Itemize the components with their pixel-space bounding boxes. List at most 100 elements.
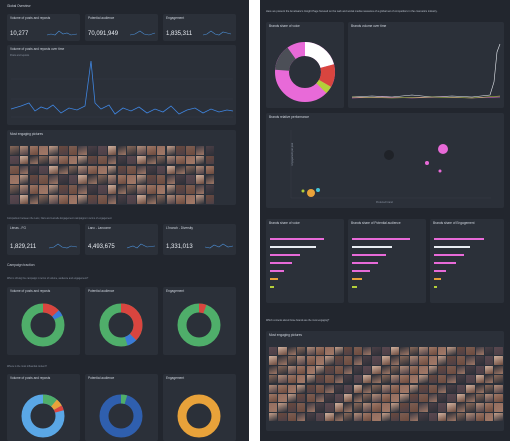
picture-thumbnail[interactable] <box>419 393 428 403</box>
picture-thumbnail[interactable] <box>438 403 447 412</box>
picture-thumbnail[interactable] <box>484 403 494 412</box>
picture-thumbnail[interactable] <box>381 384 390 393</box>
picture-thumbnail[interactable] <box>494 403 503 412</box>
picture-thumbnail[interactable] <box>137 155 146 165</box>
picture-thumbnail[interactable] <box>456 412 466 422</box>
picture-thumbnail[interactable] <box>58 175 68 184</box>
picture-thumbnail[interactable] <box>127 175 136 184</box>
picture-thumbnail[interactable] <box>278 347 287 356</box>
picture-thumbnail[interactable] <box>353 356 362 365</box>
picture-thumbnail[interactable] <box>494 347 503 356</box>
picture-thumbnail[interactable] <box>98 185 107 194</box>
picture-thumbnail[interactable] <box>353 393 362 403</box>
picture-thumbnail[interactable] <box>344 393 353 403</box>
picture-thumbnail[interactable] <box>428 356 437 365</box>
picture-thumbnail[interactable] <box>334 403 344 412</box>
picture-thumbnail[interactable] <box>494 375 503 384</box>
picture-thumbnail[interactable] <box>176 194 185 204</box>
picture-thumbnail[interactable] <box>68 146 78 155</box>
picture-thumbnail[interactable] <box>98 146 107 155</box>
picture-thumbnail[interactable] <box>297 393 306 403</box>
picture-thumbnail[interactable] <box>334 347 344 356</box>
picture-thumbnail[interactable] <box>186 165 195 175</box>
picture-thumbnail[interactable] <box>400 384 409 393</box>
picture-thumbnail[interactable] <box>68 175 78 184</box>
picture-thumbnail[interactable] <box>325 412 334 422</box>
picture-thumbnail[interactable] <box>166 194 176 204</box>
picture-thumbnail[interactable] <box>315 393 325 403</box>
picture-thumbnail[interactable] <box>315 347 325 356</box>
picture-thumbnail[interactable] <box>391 375 400 384</box>
picture-thumbnail[interactable] <box>438 375 447 384</box>
picture-thumbnail[interactable] <box>325 393 334 403</box>
picture-thumbnail[interactable] <box>287 375 297 384</box>
picture-thumbnail[interactable] <box>391 412 400 422</box>
picture-thumbnail[interactable] <box>186 155 195 165</box>
picture-thumbnail[interactable] <box>58 165 68 175</box>
picture-thumbnail[interactable] <box>19 175 29 184</box>
picture-thumbnail[interactable] <box>166 175 176 184</box>
picture-thumbnail[interactable] <box>456 356 466 365</box>
picture-thumbnail[interactable] <box>287 412 297 422</box>
picture-thumbnail[interactable] <box>391 365 400 375</box>
picture-thumbnail[interactable] <box>287 393 297 403</box>
picture-thumbnail[interactable] <box>137 146 146 155</box>
picture-thumbnail[interactable] <box>117 194 127 204</box>
picture-thumbnail[interactable] <box>146 194 156 204</box>
picture-thumbnail[interactable] <box>297 347 306 356</box>
picture-thumbnail[interactable] <box>409 347 419 356</box>
picture-thumbnail[interactable] <box>438 347 447 356</box>
picture-thumbnail[interactable] <box>362 365 372 375</box>
picture-thumbnail[interactable] <box>278 356 287 365</box>
picture-thumbnail[interactable] <box>362 393 372 403</box>
picture-thumbnail[interactable] <box>456 347 466 356</box>
picture-thumbnail[interactable] <box>78 146 88 155</box>
picture-thumbnail[interactable] <box>156 155 166 165</box>
picture-thumbnail[interactable] <box>49 165 58 175</box>
picture-thumbnail[interactable] <box>88 146 97 155</box>
picture-thumbnail[interactable] <box>127 155 136 165</box>
picture-thumbnail[interactable] <box>325 365 334 375</box>
picture-thumbnail[interactable] <box>353 403 362 412</box>
picture-thumbnail[interactable] <box>107 194 117 204</box>
picture-thumbnail[interactable] <box>362 356 372 365</box>
picture-thumbnail[interactable] <box>10 155 19 165</box>
picture-thumbnail[interactable] <box>381 403 390 412</box>
picture-thumbnail[interactable] <box>391 347 400 356</box>
picture-thumbnail[interactable] <box>287 365 297 375</box>
picture-thumbnail[interactable] <box>176 165 185 175</box>
picture-thumbnail[interactable] <box>466 347 475 356</box>
picture-thumbnail[interactable] <box>146 175 156 184</box>
picture-thumbnail[interactable] <box>409 393 419 403</box>
picture-thumbnail[interactable] <box>278 384 287 393</box>
picture-thumbnail[interactable] <box>117 175 127 184</box>
picture-thumbnail[interactable] <box>127 165 136 175</box>
picture-thumbnail[interactable] <box>19 194 29 204</box>
picture-thumbnail[interactable] <box>353 347 362 356</box>
picture-thumbnail[interactable] <box>381 347 390 356</box>
picture-thumbnail[interactable] <box>344 412 353 422</box>
picture-thumbnail[interactable] <box>29 185 39 194</box>
picture-thumbnail[interactable] <box>297 365 306 375</box>
picture-thumbnail[interactable] <box>146 146 156 155</box>
picture-thumbnail[interactable] <box>166 146 176 155</box>
picture-thumbnail[interactable] <box>484 384 494 393</box>
picture-thumbnail[interactable] <box>176 185 185 194</box>
picture-thumbnail[interactable] <box>166 155 176 165</box>
picture-thumbnail[interactable] <box>362 375 372 384</box>
picture-thumbnail[interactable] <box>372 393 381 403</box>
picture-thumbnail[interactable] <box>475 375 484 384</box>
picture-thumbnail[interactable] <box>494 365 503 375</box>
picture-thumbnail[interactable] <box>334 393 344 403</box>
picture-thumbnail[interactable] <box>107 175 117 184</box>
picture-thumbnail[interactable] <box>19 146 29 155</box>
picture-thumbnail[interactable] <box>269 375 278 384</box>
picture-thumbnail[interactable] <box>419 384 428 393</box>
picture-thumbnail[interactable] <box>391 393 400 403</box>
picture-thumbnail[interactable] <box>344 384 353 393</box>
kpi-engagement-card[interactable]: Engagement 1,835,311 <box>163 14 236 41</box>
picture-thumbnail[interactable] <box>419 347 428 356</box>
picture-thumbnail[interactable] <box>428 412 437 422</box>
picture-thumbnail[interactable] <box>419 365 428 375</box>
picture-thumbnail[interactable] <box>278 412 287 422</box>
